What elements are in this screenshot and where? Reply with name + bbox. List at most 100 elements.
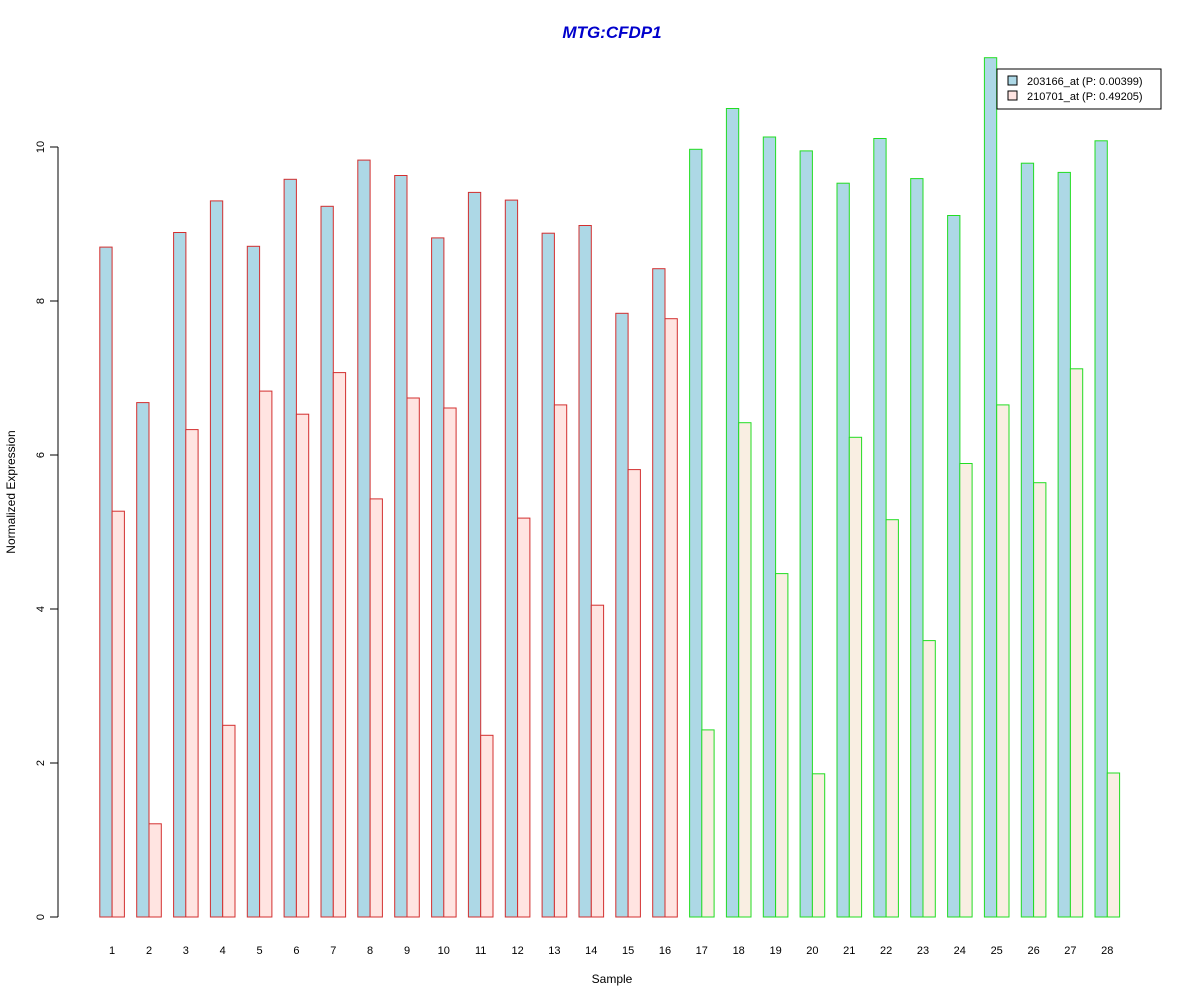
bar-203166 [173, 232, 187, 918]
bar-203166 [873, 138, 887, 918]
bar-210701 [959, 463, 973, 918]
bar-203166 [725, 108, 740, 918]
legend-label-203166: 203166_at (P: 0.00399) [1027, 76, 1143, 88]
bar-203166 [283, 178, 297, 918]
bar-210701 [775, 573, 789, 918]
bar-210701 [480, 734, 494, 918]
legend: 203166_at (P: 0.00399) 210701_at (P: 0.4… [996, 68, 1162, 110]
legend-label-210701: 210701_at (P: 0.49205) [1027, 91, 1143, 103]
x-tick-label: 21 [843, 945, 855, 957]
bar-210701 [627, 469, 641, 918]
x-tick-label: 3 [183, 945, 189, 957]
y-tick-label: 4 [35, 606, 47, 612]
x-tick-label: 9 [404, 945, 410, 957]
y-tick-label: 8 [35, 298, 47, 304]
bar-210701 [259, 390, 273, 918]
x-tick-label: 4 [220, 945, 226, 957]
bar-210701 [1033, 482, 1047, 918]
bar-203166 [578, 225, 592, 918]
x-tick-label: 8 [367, 945, 373, 957]
x-tick-label: 25 [991, 945, 1003, 957]
bar-203166 [357, 159, 371, 918]
x-tick-label: 17 [696, 945, 708, 957]
y-axis-title: Normalized Expression [4, 430, 18, 553]
bar-210701 [664, 318, 678, 918]
bar-203166 [467, 191, 482, 918]
x-tick-label: 10 [438, 945, 450, 957]
bar-203166 [136, 402, 150, 918]
x-tick-label: 20 [806, 945, 818, 957]
bar-203166 [1020, 162, 1035, 918]
x-axis-title: Sample [592, 972, 633, 986]
bar-210701 [295, 413, 310, 918]
x-tick-label: 19 [769, 945, 781, 957]
legend-box [996, 68, 1162, 110]
bar-203166 [615, 312, 629, 918]
bar-203166 [504, 199, 519, 918]
legend-swatch-203166 [1007, 75, 1018, 86]
bar-210701 [185, 429, 199, 918]
bar-203166 [99, 246, 113, 918]
bar-210701 [922, 640, 936, 918]
bar-203166 [320, 205, 334, 918]
bar-203166 [947, 215, 961, 918]
bar-210701 [517, 517, 531, 918]
x-tick-label: 16 [659, 945, 671, 957]
x-tick-labels: 1 2 3 4 5 6 7 8 9 10 11 12 13 14 15 16 17 18 19 20 21 22 23 24 2… [109, 945, 1113, 957]
bar-203166 [209, 200, 224, 918]
bar-210701 [701, 729, 715, 918]
bar-203166 [541, 232, 555, 918]
bar-210701 [148, 823, 162, 918]
bars [99, 57, 1121, 918]
bar-203166 [1094, 140, 1108, 918]
bar-210701 [111, 510, 125, 918]
bar-203166 [910, 178, 924, 918]
bar-203166 [983, 57, 998, 918]
bar-210701 [885, 519, 899, 918]
x-tick-label: 18 [733, 945, 745, 957]
y-axis: 0 2 4 6 8 10 [35, 141, 59, 920]
x-tick-label: 23 [917, 945, 929, 957]
x-tick-label: 5 [257, 945, 263, 957]
bar-210701 [1106, 772, 1121, 918]
bar-203166 [394, 175, 408, 918]
bar-203166 [431, 237, 445, 918]
bar-210701 [332, 372, 347, 918]
x-tick-label: 7 [330, 945, 336, 957]
x-tick-label: 27 [1064, 945, 1076, 957]
bar-203166 [652, 268, 666, 918]
x-tick-label: 13 [548, 945, 560, 957]
y-tick-label: 6 [35, 452, 47, 458]
bar-203166 [762, 136, 777, 918]
bar-210701 [1069, 368, 1084, 918]
x-tick-label: 22 [880, 945, 892, 957]
x-tick-label: 2 [146, 945, 152, 957]
x-tick-label: 14 [585, 945, 597, 957]
chart-title: MTG:CFDP1 [562, 23, 661, 42]
y-tick-label: 10 [35, 141, 47, 153]
bar-210701 [406, 397, 420, 918]
bar-210701 [369, 498, 383, 918]
x-tick-label: 26 [1027, 945, 1039, 957]
bar-203166 [836, 182, 850, 918]
bar-210701 [553, 404, 568, 918]
bar-203166 [689, 148, 703, 918]
x-tick-label: 1 [109, 945, 115, 957]
bar-203166 [799, 150, 813, 918]
y-tick-label: 0 [35, 914, 47, 920]
bar-210701 [222, 724, 236, 918]
x-tick-label: 11 [475, 945, 486, 957]
bar-203166 [1057, 171, 1071, 918]
bar-203166 [246, 245, 261, 918]
x-tick-label: 12 [511, 945, 523, 957]
x-tick-label: 6 [293, 945, 299, 957]
bar-210701 [443, 407, 457, 918]
x-tick-label: 15 [622, 945, 634, 957]
x-tick-label: 28 [1101, 945, 1113, 957]
y-tick-label: 2 [35, 760, 47, 766]
bar-210701 [738, 422, 752, 918]
bar-210701 [590, 604, 605, 918]
legend-swatch-210701 [1007, 90, 1018, 101]
x-tick-label: 24 [954, 945, 966, 957]
